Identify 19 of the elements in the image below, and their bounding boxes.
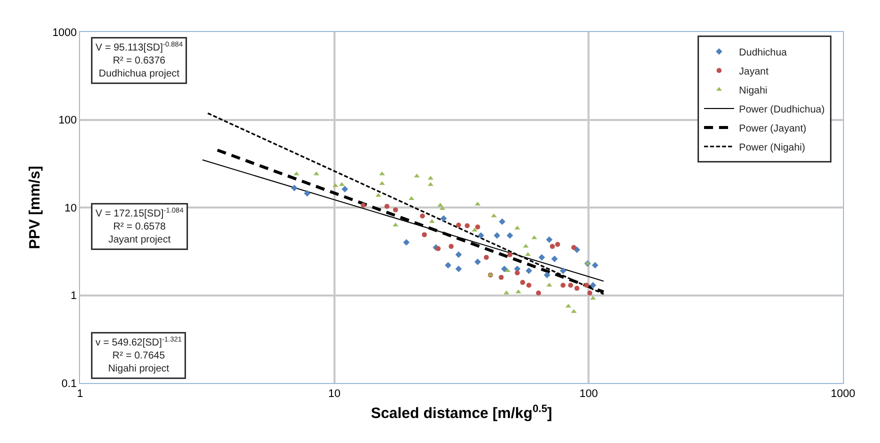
y-axis-title: PPV [mm/s] [26, 166, 44, 250]
x-tick-label: 100 [579, 388, 598, 400]
x-axis-title: Scaled distamce [m/kg$^{0.5}$] [370, 402, 552, 422]
legend-label: Power (Nigahi) [739, 142, 806, 154]
annotation: v = 549.62[SD]$^{-1.321}$ R² = 0.7645 Nigahi project [96, 336, 182, 375]
x-tick-label: 10 [328, 388, 340, 400]
annotation: V = 172.15[SD]$^{-1.084}$ R² = 0.6578 Jayant project [96, 208, 184, 246]
y-tick-label: 0.1 [62, 378, 77, 390]
legend-label: Power (Dudhichua) [739, 104, 825, 116]
legend-label: Nigahi [739, 85, 768, 96]
x-tick-label: 1000 [830, 388, 856, 400]
y-tick-label: 100 [58, 114, 77, 127]
annotation: V = 95.113[SD]$^{-0.884}$ R² = 0.6376 Dudhichua project [96, 42, 183, 80]
legend-label: Power (Jayant) [739, 123, 806, 134]
y-tick-label: 1 [70, 290, 77, 302]
legend-label: Jayant [739, 66, 769, 78]
legend-label: Dudhichua [739, 47, 788, 58]
y-tick-label: 10 [64, 202, 77, 214]
y-tick-label: 1000 [52, 26, 77, 39]
